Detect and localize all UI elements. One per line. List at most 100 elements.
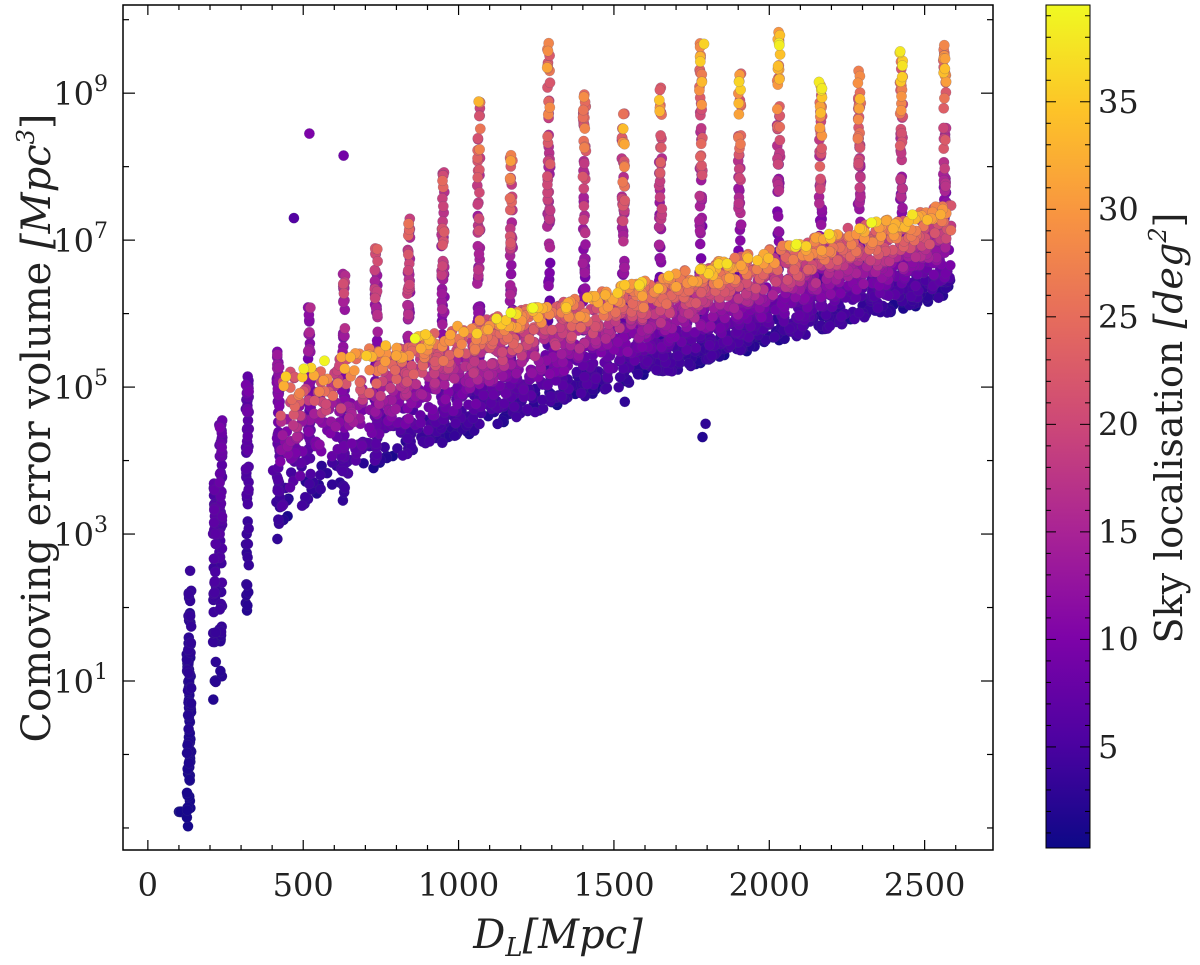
scatter-point (304, 302, 316, 314)
scatter-point (304, 326, 315, 338)
scatter-point (403, 413, 415, 425)
scatter-point (574, 310, 586, 322)
scatter-point (928, 269, 940, 281)
scatter-point (346, 438, 358, 450)
scatter-point (939, 134, 951, 146)
scatter-point (272, 485, 284, 497)
scatter-point (456, 338, 468, 350)
scatter-point (449, 373, 460, 385)
scatter-point (294, 470, 306, 482)
scatter-point (544, 101, 556, 113)
scatter-point (618, 161, 630, 173)
scatter-point (581, 291, 593, 303)
scatter-point (816, 142, 828, 154)
scatter-point (853, 158, 864, 169)
scatter-point (408, 368, 420, 380)
scatter-point (184, 565, 196, 577)
scatter-point (852, 114, 864, 126)
scatter-point (294, 387, 306, 399)
scatter-point (938, 92, 950, 104)
scatter-point (478, 389, 489, 401)
colorbar-tick-label: 30 (1098, 190, 1139, 228)
scatter-point (816, 83, 828, 94)
scatter-point (273, 361, 285, 373)
scatter-point (505, 259, 517, 271)
scatter-point (577, 171, 589, 183)
scatter-point (815, 107, 827, 119)
scatter-point (560, 302, 572, 313)
scatter-point (303, 478, 315, 490)
scatter-point (210, 627, 222, 639)
scatter-point (601, 371, 613, 383)
scatter-point (813, 198, 825, 209)
scatter-point (404, 279, 415, 291)
scatter-point (429, 377, 441, 389)
scatter-point (508, 401, 520, 413)
scatter-point (436, 303, 448, 315)
scatter-point (617, 215, 629, 227)
scatter-point (752, 254, 763, 266)
scatter-point (696, 169, 708, 181)
scatter-point (705, 320, 716, 332)
scatter-point (339, 482, 351, 494)
scatter-point (320, 398, 332, 410)
scatter-point (724, 272, 735, 284)
scatter-point (348, 365, 360, 377)
scatter-point (854, 182, 866, 194)
scatter-point (814, 160, 826, 172)
scatter-point (470, 398, 482, 410)
scatter-point (521, 403, 533, 415)
scatter-point (526, 367, 538, 379)
scatter-point (424, 435, 436, 447)
scatter-point (436, 437, 448, 449)
scatter-point (865, 217, 877, 229)
scatter-point (698, 38, 710, 50)
scatter-point (243, 386, 255, 397)
scatter-point (210, 676, 222, 688)
scatter-point (544, 267, 556, 279)
scatter-point (896, 71, 908, 83)
scatter-point (601, 382, 613, 394)
scatter-point (772, 158, 784, 170)
scatter-point (654, 191, 666, 203)
scatter-point (469, 343, 481, 355)
scatter-point (473, 96, 485, 108)
scatter-point (896, 182, 908, 194)
scatter-point (184, 774, 195, 786)
scatter-point (575, 322, 587, 333)
scatter-point (690, 297, 702, 309)
scatter-point (617, 176, 629, 188)
scatter-point (338, 150, 350, 162)
scatter-point (390, 350, 402, 362)
scatter-point (695, 138, 707, 150)
scatter-point (938, 39, 950, 51)
scatter-point (542, 131, 554, 142)
scatter-point (833, 269, 845, 281)
scatter-point (854, 172, 866, 183)
scatter-point (661, 298, 673, 310)
scatter-point (577, 104, 589, 116)
scatter-point (612, 336, 624, 348)
scatter-point (473, 187, 485, 198)
scatter-point (420, 328, 432, 340)
scatter-point (619, 195, 631, 206)
scatter-point (339, 363, 351, 375)
scatter-point (767, 289, 779, 301)
x-tick-label: 1000 (418, 866, 499, 904)
scatter-point (599, 289, 611, 301)
scatter-point (542, 45, 554, 57)
scatter-point (571, 366, 583, 378)
scatter-point (815, 173, 826, 185)
scatter-point (706, 350, 718, 362)
scatter-point (938, 102, 950, 114)
scatter-point (209, 566, 221, 578)
scatter-point (612, 287, 624, 299)
scatter-point (436, 288, 448, 300)
scatter-point (438, 379, 450, 391)
scatter-point (339, 322, 351, 334)
scatter-point (473, 213, 485, 224)
scatter-point (243, 559, 255, 571)
scatter-point (683, 358, 695, 369)
x-tick-label: 1500 (573, 866, 654, 904)
scatter-point (370, 438, 382, 450)
